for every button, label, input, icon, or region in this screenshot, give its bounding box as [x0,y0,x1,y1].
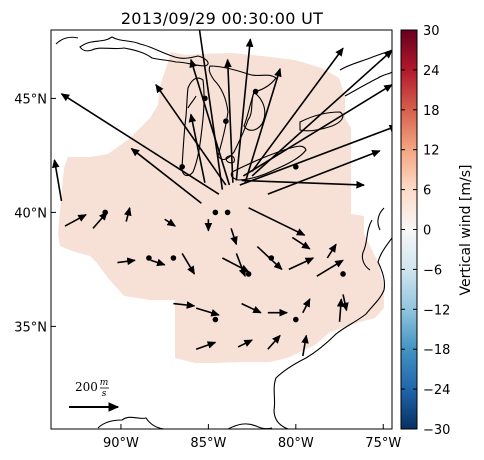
station-marker [224,209,231,216]
scale-unit-numerator: m [100,378,109,388]
wind-vector [188,113,206,183]
x-tick-label: 85°W [190,436,226,451]
map-title: 2013/09/29 00:30:00 UT [120,9,324,28]
scale-label: 200 [75,380,98,394]
wind-vector [242,84,392,177]
map-axes: 90°W 85°W 80°W 75°W 45°N 40°N 35°N [14,92,401,451]
station-marker [252,88,259,95]
wind-vector [130,147,202,204]
wind-vector [181,253,196,275]
wind-vector [341,294,349,312]
wind-vector [239,124,392,186]
station-marker [212,209,219,216]
colorbar-tick-label: 24 [423,64,440,79]
wind-vector [60,93,220,195]
wind-vector [52,159,63,202]
colorbar-tick-label: −18 [423,343,450,358]
station-marker [268,255,275,261]
scale-legend: 200 m s [69,378,120,412]
station-marker [223,118,229,124]
colorbar-tick-label: 6 [423,184,431,199]
station-marker [202,95,208,102]
x-tick-label: 75°W [365,436,401,451]
wind-vector [189,58,231,186]
station-marker [293,164,299,170]
y-tick-label: 40°N [14,206,47,221]
station-marker [146,255,152,261]
wind-vector [224,58,234,183]
x-tick-label: 80°W [278,436,314,451]
y-tick-label: 45°N [14,92,47,107]
station-marker [102,209,109,216]
wind-vector [267,334,281,350]
scale-unit-denominator: s [102,389,107,399]
wind-vector [195,341,217,350]
wind-vector [301,334,309,357]
station-marker [179,164,185,170]
y-tick-label: 35°N [14,320,47,335]
wind-vector [326,243,337,259]
wind-vector [150,258,166,267]
wind-vector [155,83,227,186]
station-marker [293,316,299,323]
wind-vector [302,298,311,314]
wind-vector [336,298,345,322]
wind-vector-group [52,30,392,357]
wind-vector [235,38,254,181]
wind-vector [248,207,306,236]
wind-vector [64,213,87,227]
station-group [102,88,346,323]
wind-vector [164,218,176,227]
wind-vector [251,49,392,177]
wind-vector [244,67,282,183]
wind-vector [291,236,311,250]
colorbar-tick-label: −30 [423,423,450,438]
wind-coverage-region [58,52,384,363]
colorbar-tick-label: 30 [423,24,440,39]
colorbar-tick-label: 12 [423,144,440,159]
colorbar-label: Vertical wind [m/s] [458,165,474,296]
colorbar-tick-label: 0 [423,224,431,239]
station-marker [212,316,219,323]
station-marker [245,271,252,277]
station-marker [340,271,346,277]
wind-vector [241,302,262,314]
wind-vector [222,257,250,273]
wind-vector [288,257,315,271]
map-frame [50,29,393,430]
colorbar-tick-label: −24 [423,383,450,398]
wind-vector [198,30,224,190]
wind-vector [316,259,344,277]
colorbar-tick-label: 18 [423,104,440,119]
colorbar: 30 24 18 12 6 0 −6 −12 −18 −24 −30 Vertical wind [… [400,24,474,438]
wind-vector [237,339,253,348]
wind-vector [267,150,381,195]
colorbar-tick-label: −12 [423,303,450,318]
wind-vector [173,301,196,309]
colorbar-ticks: 30 24 18 12 6 0 −6 −12 −18 −24 −30 [401,24,450,438]
wind-vector [195,307,220,317]
wind-vector [117,257,136,266]
wind-vector [124,206,132,222]
colorbar-tick-label: −6 [423,263,442,278]
wind-vector [241,179,365,189]
wind-vector [251,47,344,172]
station-marker [170,255,177,261]
wind-vector [230,228,238,246]
x-tick-label: 90°W [103,436,139,451]
